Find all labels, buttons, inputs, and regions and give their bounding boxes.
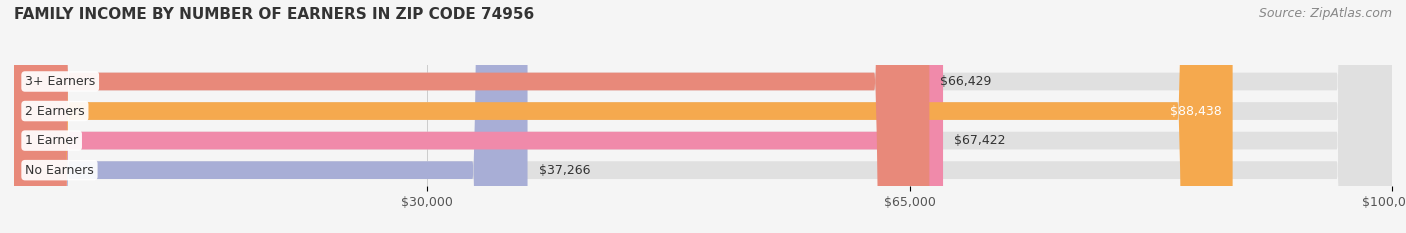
Text: No Earners: No Earners	[25, 164, 94, 177]
FancyBboxPatch shape	[14, 0, 929, 233]
FancyBboxPatch shape	[14, 0, 1392, 233]
FancyBboxPatch shape	[14, 0, 1392, 233]
FancyBboxPatch shape	[14, 0, 1392, 233]
Text: $67,422: $67,422	[955, 134, 1005, 147]
Text: $37,266: $37,266	[538, 164, 591, 177]
FancyBboxPatch shape	[14, 0, 527, 233]
FancyBboxPatch shape	[14, 0, 1233, 233]
Text: 3+ Earners: 3+ Earners	[25, 75, 96, 88]
FancyBboxPatch shape	[14, 0, 1392, 233]
Text: Source: ZipAtlas.com: Source: ZipAtlas.com	[1258, 7, 1392, 20]
FancyBboxPatch shape	[14, 0, 943, 233]
Text: 2 Earners: 2 Earners	[25, 105, 84, 117]
Text: FAMILY INCOME BY NUMBER OF EARNERS IN ZIP CODE 74956: FAMILY INCOME BY NUMBER OF EARNERS IN ZI…	[14, 7, 534, 22]
Text: 1 Earner: 1 Earner	[25, 134, 79, 147]
Text: $66,429: $66,429	[941, 75, 991, 88]
Text: $88,438: $88,438	[1170, 105, 1222, 117]
